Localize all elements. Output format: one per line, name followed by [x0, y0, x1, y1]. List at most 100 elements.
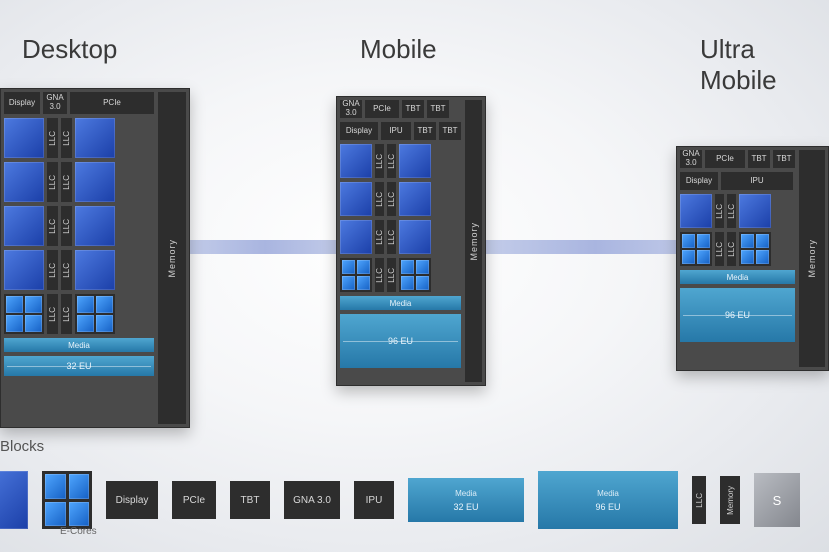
io-block-tbt: TBT: [439, 122, 461, 140]
sample-tbt: TBT: [230, 481, 270, 519]
e-core: [342, 276, 355, 290]
e-core: [77, 315, 94, 332]
heading-desktop: Desktop: [22, 34, 117, 65]
sample-gpu-32eu: Media32 EU: [408, 478, 524, 522]
sample-soc: S: [754, 473, 800, 527]
llc-block: LLC: [715, 232, 724, 266]
p-core: [4, 118, 44, 158]
sample-gna: GNA 3.0: [284, 481, 340, 519]
e-core: [741, 234, 754, 248]
llc-block: LLC: [375, 182, 384, 216]
io-block-display: Display: [340, 122, 378, 140]
e-core: [6, 296, 23, 313]
llc-block: LLC: [715, 194, 724, 228]
sample-e-core-cluster: [42, 471, 92, 529]
ecores-caption: E-Cores: [60, 526, 97, 537]
llc-block: LLC: [61, 162, 72, 202]
llc-block: LLC: [61, 294, 72, 334]
e-core: [741, 250, 754, 264]
io-block-gna: GNA3.0: [340, 100, 362, 118]
io-block-tbt: TBT: [748, 150, 770, 168]
llc-block: LLC: [387, 144, 396, 178]
connector-bar-1: [180, 240, 350, 254]
e-core: [416, 276, 429, 290]
heading-mobile: Mobile: [360, 34, 437, 65]
llc-block: LLC: [375, 258, 384, 292]
e-core: [357, 260, 370, 274]
io-block-pcie: PCIe: [365, 100, 399, 118]
e-core-cluster: [739, 232, 771, 266]
p-core: [399, 144, 431, 178]
io-block-display: Display: [4, 92, 40, 114]
sample-memory: Memory: [720, 476, 740, 524]
p-core: [739, 194, 771, 228]
sample-ipu: IPU: [354, 481, 394, 519]
e-core-cluster: [340, 258, 372, 292]
die-desktop: DisplayGNA3.0PCIeLLCLLCLLCLLCLLCLLCLLCLL…: [0, 88, 190, 428]
e-core: [96, 296, 113, 313]
io-block-tbt: TBT: [402, 100, 424, 118]
e-core: [342, 260, 355, 274]
p-core: [4, 206, 44, 246]
e-core: [697, 234, 710, 248]
memory-label: Memory: [807, 239, 817, 278]
gpu-block: 96 EU: [340, 314, 461, 368]
e-core: [96, 315, 113, 332]
sample-gpu-96eu: Media96 EU: [538, 471, 678, 529]
io-block-tbt: TBT: [773, 150, 795, 168]
memory-column: Memory: [158, 92, 186, 424]
heading-ultra: Ultra Mobile: [700, 34, 829, 96]
p-core: [340, 220, 372, 254]
e-core: [756, 234, 769, 248]
e-core: [416, 260, 429, 274]
llc-block: LLC: [47, 250, 58, 290]
llc-block: LLC: [61, 118, 72, 158]
e-core-cluster: [680, 232, 712, 266]
llc-block: LLC: [387, 220, 396, 254]
llc-block: LLC: [47, 206, 58, 246]
e-core: [6, 315, 23, 332]
blocks-heading: Blocks: [0, 438, 44, 455]
e-core: [697, 250, 710, 264]
e-core-cluster: [75, 294, 115, 334]
sample-p-core: [0, 471, 28, 529]
io-block-tbt: TBT: [414, 122, 436, 140]
llc-block: LLC: [375, 144, 384, 178]
llc-block: LLC: [727, 232, 736, 266]
llc-block: LLC: [387, 182, 396, 216]
p-core: [75, 206, 115, 246]
io-block-ipu: IPU: [381, 122, 411, 140]
io-block-ipu: IPU: [721, 172, 793, 190]
p-core: [4, 250, 44, 290]
io-block-pcie: PCIe: [70, 92, 154, 114]
p-core: [399, 182, 431, 216]
p-core: [340, 144, 372, 178]
io-block-display: Display: [680, 172, 718, 190]
p-core: [4, 162, 44, 202]
llc-block: LLC: [387, 258, 396, 292]
io-block-tbt: TBT: [427, 100, 449, 118]
e-core: [25, 315, 42, 332]
e-core: [682, 250, 695, 264]
sample-pcie: PCIe: [172, 481, 216, 519]
io-block-gna: GNA3.0: [43, 92, 67, 114]
p-core: [75, 162, 115, 202]
e-core: [756, 250, 769, 264]
e-core: [77, 296, 94, 313]
p-core: [680, 194, 712, 228]
gpu-block: 32 EU: [4, 356, 154, 376]
blocks-row: Display PCIe TBT GNA 3.0 IPU Media32 EU Media9…: [0, 460, 829, 540]
sample-llc: LLC: [692, 476, 706, 524]
llc-block: LLC: [47, 294, 58, 334]
p-core: [75, 118, 115, 158]
llc-block: LLC: [375, 220, 384, 254]
gpu-block: 96 EU: [680, 288, 795, 342]
sample-display: Display: [106, 481, 158, 519]
die-mobile: GNA3.0PCIeTBTTBTDisplayIPUTBTTBTLLCLLCLL…: [336, 96, 486, 386]
memory-label: Memory: [167, 239, 177, 278]
p-core: [340, 182, 372, 216]
e-core: [401, 260, 414, 274]
llc-block: LLC: [61, 250, 72, 290]
memory-column: Memory: [465, 100, 482, 382]
e-core: [357, 276, 370, 290]
